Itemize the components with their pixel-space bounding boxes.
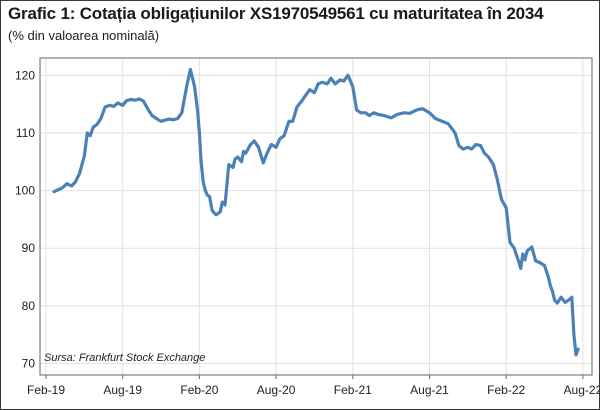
plot-area-border bbox=[39, 57, 593, 376]
y-axis-ticks: 70 80 90 100 110 120 bbox=[15, 68, 35, 370]
x-tick-label: Aug-19 bbox=[103, 383, 142, 397]
x-tick-label: Feb-20 bbox=[180, 383, 218, 397]
y-tick-label: 80 bbox=[22, 299, 36, 313]
x-tick-label: Feb-22 bbox=[487, 383, 525, 397]
chart-subtitle: (% din valoarea nominală) bbox=[8, 28, 160, 43]
source-note: Sursa: Frankfurt Stock Exchange bbox=[44, 352, 205, 364]
x-axis-ticks: Feb-19 Aug-19 Feb-20 Aug-20 Feb-21 Aug-21 Feb-… bbox=[27, 375, 600, 397]
x-tick-label: Feb-19 bbox=[27, 383, 65, 397]
x-tick-label: Aug-22 bbox=[564, 383, 600, 397]
chart-title: Grafic 1: Cotația obligațiunilor XS19705… bbox=[8, 4, 544, 23]
x-tick-label: Aug-20 bbox=[257, 383, 296, 397]
y-tick-label: 100 bbox=[15, 184, 35, 198]
y-tick-label: 70 bbox=[22, 356, 36, 370]
y-tick-label: 120 bbox=[15, 68, 35, 82]
y-tick-label: 110 bbox=[16, 126, 35, 140]
series-line bbox=[52, 67, 580, 357]
y-tick-label: 90 bbox=[22, 241, 36, 255]
x-tick-label: Feb-21 bbox=[334, 383, 372, 397]
gridlines bbox=[40, 58, 592, 375]
x-tick-label: Aug-21 bbox=[410, 383, 449, 397]
